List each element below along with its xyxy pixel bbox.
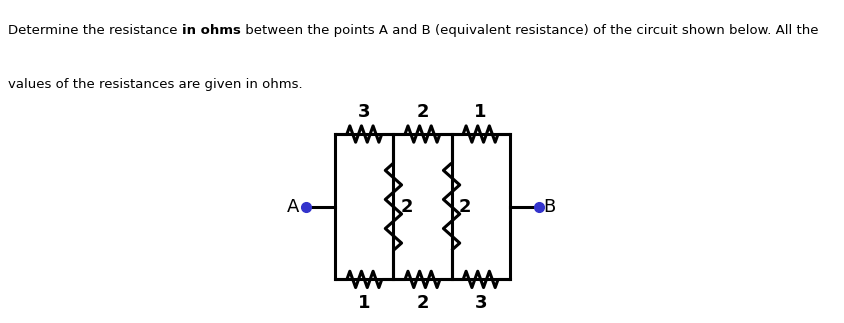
Text: A: A [286,198,299,216]
Text: 2: 2 [416,103,428,121]
Text: 1: 1 [358,294,371,312]
Text: 1: 1 [473,103,486,121]
Text: 2: 2 [400,198,413,216]
Text: in ohms: in ohms [182,24,241,37]
Text: Determine the resistance: Determine the resistance [8,24,182,37]
Text: 2: 2 [416,294,428,312]
Text: values of the resistances are given in ohms.: values of the resistances are given in o… [8,78,303,90]
Text: 3: 3 [473,294,486,312]
Text: 3: 3 [358,103,371,121]
Text: 2: 2 [458,198,471,216]
Text: B: B [543,198,555,216]
Text: between the points A and B (equivalent resistance) of the circuit shown below. A: between the points A and B (equivalent r… [241,24,818,37]
